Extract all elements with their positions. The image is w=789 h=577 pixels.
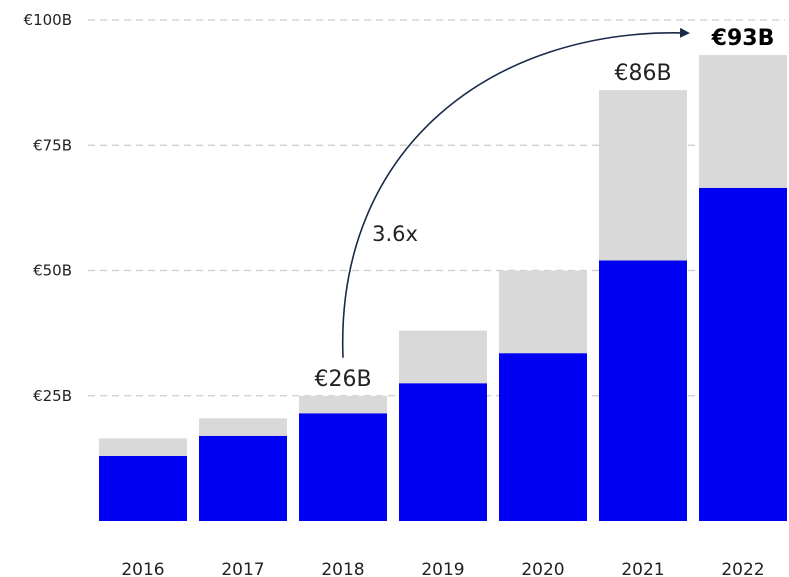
bar-2022-segment-1	[699, 187, 787, 521]
bar-2022-segment-2	[699, 55, 787, 188]
bar-2017-segment-2	[199, 418, 287, 436]
bar-2018-segment-1	[299, 413, 387, 521]
bar-2021-segment-2	[599, 90, 687, 261]
data-labels: €26B €86B €93B	[314, 26, 774, 392]
bar-2016-segment-1	[99, 455, 187, 521]
y-tick-label: €100B	[24, 11, 72, 29]
bar-2019-segment-1	[399, 383, 487, 521]
bar-2020-segment-2	[499, 270, 587, 354]
data-label: €93B	[711, 26, 775, 51]
data-label: €26B	[314, 367, 371, 392]
x-tick-label: 2021	[621, 560, 664, 577]
x-tick-label: 2020	[521, 560, 564, 577]
y-tick-label: €75B	[33, 136, 72, 154]
y-tick-label: €50B	[33, 262, 72, 280]
x-axis: 2016 2017 2018 2019 2020 2021 2022	[121, 560, 764, 577]
bar-2016-segment-2	[99, 438, 187, 456]
data-label: €86B	[614, 61, 671, 86]
bars	[99, 55, 787, 521]
y-tick-label: €25B	[33, 387, 72, 405]
growth-annotation: 3.6x	[342, 27, 690, 358]
x-tick-label: 2016	[121, 560, 164, 577]
bar-2021-segment-1	[599, 260, 687, 521]
growth-multiplier-label: 3.6x	[372, 222, 418, 246]
y-axis: €25B €50B €75B €100B	[24, 11, 72, 405]
bar-2019-segment-2	[399, 330, 487, 384]
x-tick-label: 2022	[721, 560, 764, 577]
x-tick-label: 2018	[321, 560, 364, 577]
bar-2018-segment-2	[299, 395, 387, 414]
x-tick-label: 2019	[421, 560, 464, 577]
bar-2020-segment-1	[499, 353, 587, 521]
bar-2017-segment-1	[199, 435, 287, 521]
growth-arrow	[342, 27, 690, 358]
x-tick-label: 2017	[221, 560, 264, 577]
